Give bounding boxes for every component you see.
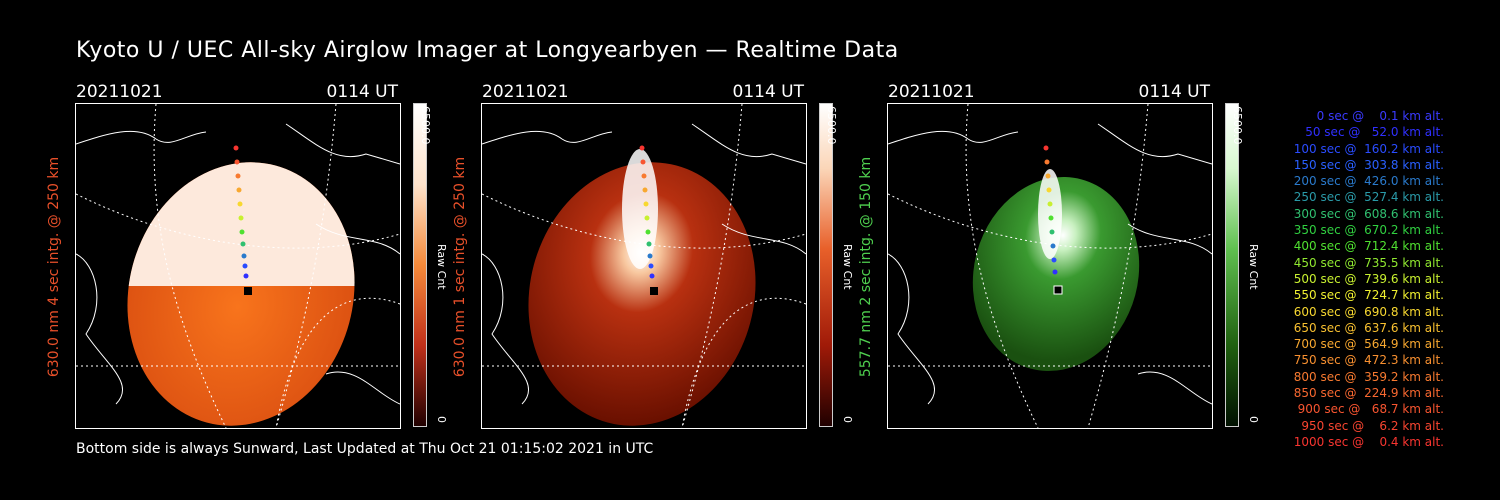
aurora-arc [622, 149, 658, 269]
colorbar [1225, 103, 1239, 427]
legend-entry: 750 sec @ 472.3 km alt. [1289, 353, 1444, 368]
imager-panel-630nm-1s: 20211021 0114 UT [452, 82, 882, 432]
legend-entry: 300 sec @ 608.6 km alt. [1289, 206, 1444, 221]
map-grid [888, 104, 1212, 428]
legend-entry: 500 sec @ 739.6 km alt. [1289, 271, 1444, 286]
panel-time: 0114 UT [326, 82, 399, 102]
legend-entry: 350 sec @ 670.2 km alt. [1289, 223, 1444, 238]
legend-entry: 100 sec @ 160.2 km alt. [1289, 141, 1444, 156]
aurora-arc [1038, 169, 1062, 259]
allsky-image [887, 103, 1213, 429]
panel-date: 20211021 [76, 82, 163, 102]
legend-entry: 800 sec @ 359.2 km alt. [1289, 369, 1444, 384]
page-title: Kyoto U / UEC All-sky Airglow Imager at … [76, 38, 899, 63]
legend-entry: 400 sec @ 712.4 km alt. [1289, 239, 1444, 254]
legend-entry: 900 sec @ 68.7 km alt. [1293, 402, 1444, 417]
imager-panel-557nm-2s: 20211021 0114 UT [858, 82, 1288, 432]
panel-ylabel-text: 630.0 nm 4 sec intg. @ 250 km [46, 156, 62, 378]
legend-entry: 150 sec @ 303.8 km alt. [1289, 157, 1444, 172]
legend-entry: 450 sec @ 735.5 km alt. [1289, 255, 1444, 270]
trajectory-dots [639, 145, 658, 295]
map-grid [482, 104, 806, 428]
map-grid [76, 104, 400, 428]
panel-ylabel-text: 557.7 nm 2 sec intg. @ 150 km [858, 156, 874, 378]
panel-date: 20211021 [482, 82, 569, 102]
allsky-image-svg [482, 104, 806, 428]
colorbar [819, 103, 833, 427]
sky-disc [528, 162, 756, 426]
legend-entry: 850 sec @ 224.9 km alt. [1289, 386, 1444, 401]
allsky-image [75, 103, 401, 429]
colorbar [413, 103, 427, 427]
legend-entry: 50 sec @ 52.0 km alt. [1297, 125, 1444, 140]
allsky-image-svg [888, 104, 1212, 428]
panel-ylabel-text: 630.0 nm 1 sec intg. @ 250 km [452, 156, 468, 378]
legend-entry: 550 sec @ 724.7 km alt. [1289, 288, 1444, 303]
legend-entry: 250 sec @ 527.4 km alt. [1289, 190, 1444, 205]
legend-entry: 1000 sec @ 0.4 km alt. [1293, 434, 1444, 449]
imager-panel-630nm-4s: 20211021 0114 UT [46, 82, 476, 432]
panel-date: 20211021 [888, 82, 975, 102]
legend-entry: 600 sec @ 690.8 km alt. [1289, 304, 1444, 319]
trajectory-dots [233, 145, 252, 295]
legend-entry: 700 sec @ 564.9 km alt. [1289, 337, 1444, 352]
legend-entry: 200 sec @ 426.0 km alt. [1289, 174, 1444, 189]
panel-time: 0114 UT [732, 82, 805, 102]
map-coastlines [888, 123, 1212, 405]
allsky-image-svg [76, 104, 400, 428]
trajectory-dots [1043, 145, 1063, 295]
legend-entry: 950 sec @ 6.2 km alt. [1297, 418, 1444, 433]
panel-time: 0114 UT [1138, 82, 1211, 102]
map-coastlines [482, 123, 806, 405]
trajectory-legend: 0 sec @ 0.1 km alt. 50 sec @ 52.0 km alt… [1262, 108, 1444, 450]
footer-status: Bottom side is always Sunward, Last Upda… [76, 441, 654, 457]
legend-entry: 0 sec @ 0.1 km alt. [1305, 109, 1444, 123]
map-coastlines [76, 123, 400, 405]
legend-entry: 650 sec @ 637.6 km alt. [1289, 320, 1444, 335]
allsky-image [481, 103, 807, 429]
